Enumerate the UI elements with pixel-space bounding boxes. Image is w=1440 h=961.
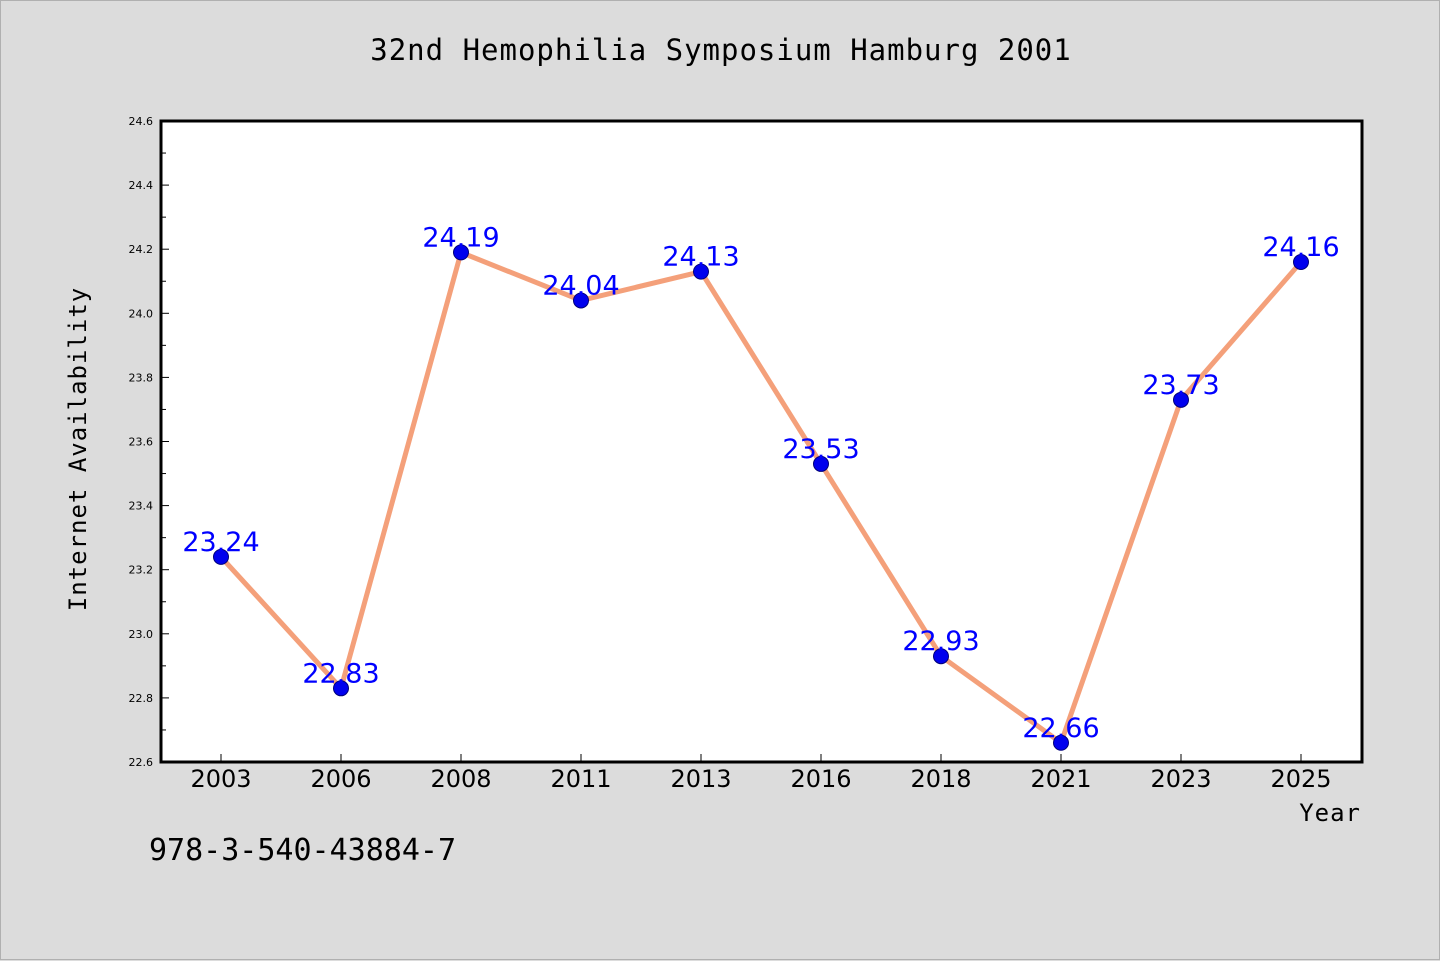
data-point bbox=[1173, 391, 1189, 408]
x-tick-label: 2025 bbox=[1270, 765, 1331, 793]
x-tick-label: 2008 bbox=[430, 765, 491, 793]
data-point bbox=[813, 455, 829, 472]
data-point bbox=[213, 548, 229, 565]
y-axis-title: Internet Availability bbox=[64, 287, 92, 611]
x-tick-label: 2003 bbox=[190, 765, 251, 793]
data-point bbox=[1053, 734, 1069, 751]
data-point bbox=[453, 244, 469, 261]
x-axis-title: Year bbox=[1299, 799, 1361, 827]
data-point bbox=[693, 263, 709, 280]
y-tick-label: 24.0 bbox=[129, 307, 154, 320]
x-tick-label: 2021 bbox=[1030, 765, 1091, 793]
x-tick-label: 2018 bbox=[910, 765, 971, 793]
y-tick-label: 23.4 bbox=[129, 500, 154, 513]
data-label: 24.04 bbox=[542, 270, 619, 301]
data-point bbox=[573, 292, 589, 309]
data-label: 24.16 bbox=[1262, 232, 1339, 263]
isbn-footnote: 978-3-540-43884-7 bbox=[149, 833, 457, 868]
y-tick-label: 23.2 bbox=[129, 564, 154, 577]
series-line-group bbox=[218, 249, 1304, 746]
data-points-group bbox=[213, 244, 1309, 751]
x-tick-label: 2013 bbox=[670, 765, 731, 793]
data-label: 22.66 bbox=[1022, 713, 1099, 744]
data-label: 22.93 bbox=[902, 626, 979, 657]
data-label: 23.24 bbox=[182, 527, 259, 558]
chart-title: 32nd Hemophilia Symposium Hamburg 2001 bbox=[370, 33, 1072, 67]
x-tick-label: 2023 bbox=[1150, 765, 1211, 793]
y-tick-label: 24.6 bbox=[129, 115, 154, 128]
y-tick-label: 23.8 bbox=[129, 371, 154, 384]
data-point bbox=[1293, 254, 1309, 271]
y-axis-ticks: 22.6 22.8 23.0 23.2 23.4 23.6 23.8 24.0 24.2 24.4… bbox=[129, 115, 169, 769]
data-point bbox=[933, 648, 949, 665]
x-tick-label: 2006 bbox=[310, 765, 371, 793]
data-labels-group: 23.24 22.83 24.19 24.04 24.13 23.53 22.93 22.66… bbox=[182, 222, 1339, 743]
y-tick-label: 22.8 bbox=[129, 692, 154, 705]
data-label: 23.53 bbox=[782, 434, 859, 465]
plot-area bbox=[159, 119, 1364, 764]
data-point bbox=[333, 680, 349, 697]
data-label: 24.19 bbox=[422, 222, 499, 253]
x-tick-label: 2011 bbox=[550, 765, 611, 793]
x-axis-ticks: 2003 2006 2008 2011 2013 2016 2018 2021 2023 2025 bbox=[190, 754, 1332, 793]
data-label: 23.73 bbox=[1142, 370, 1219, 401]
data-label: 24.13 bbox=[662, 242, 739, 273]
y-tick-label: 23.0 bbox=[129, 628, 154, 641]
y-tick-label: 23.6 bbox=[129, 436, 154, 449]
y-tick-label: 24.4 bbox=[129, 179, 154, 192]
data-label: 22.83 bbox=[302, 658, 379, 689]
y-tick-label: 22.6 bbox=[129, 756, 154, 769]
series-line bbox=[218, 249, 1304, 746]
y-tick-label: 24.2 bbox=[129, 243, 154, 256]
x-tick-label: 2016 bbox=[790, 765, 851, 793]
